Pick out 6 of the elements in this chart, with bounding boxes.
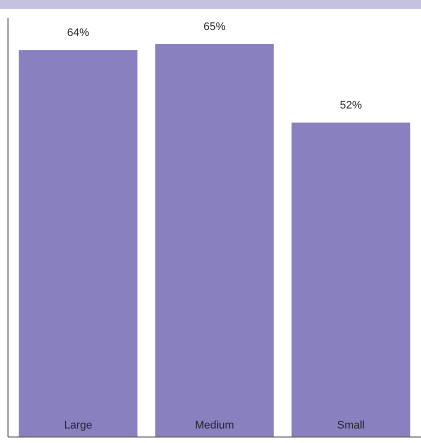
data-label: 52% [340,100,362,112]
x-tick-label: Large [64,419,92,432]
x-tick-label: Medium [194,419,234,432]
x-tick-label: Small [337,419,365,432]
data-label: 64% [67,27,90,40]
data-label: 65% [203,21,226,33]
